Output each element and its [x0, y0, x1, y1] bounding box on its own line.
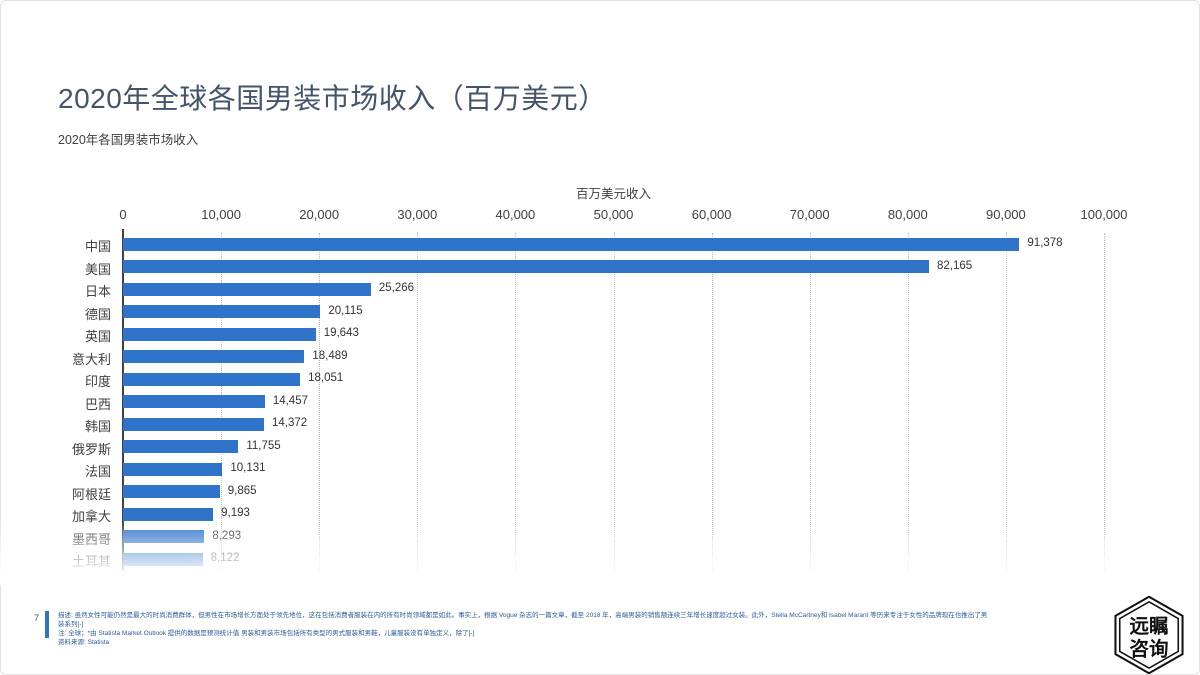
bar-value-label: 11,755 — [246, 439, 281, 452]
category-label: 意大利 — [71, 351, 111, 367]
category-label: 德国 — [84, 306, 111, 322]
bar-value-label: 18,489 — [312, 349, 348, 362]
bar — [123, 395, 265, 408]
bar — [123, 282, 371, 296]
bar-row: 加拿大 9,193 — [72, 503, 1104, 526]
x-axis-title: 百万美元收入 — [575, 187, 651, 201]
company-logo: 远瞩 咨询 — [1114, 596, 1184, 674]
category-label: 韩国 — [84, 419, 111, 434]
bar — [123, 305, 321, 318]
gridline — [515, 233, 517, 571]
bar — [123, 327, 316, 341]
bar-row: 意大利 18,489 — [72, 346, 1104, 369]
bar-value-label: 25,266 — [378, 282, 415, 294]
bar-row: 巴西 14,457 — [85, 391, 1104, 414]
footnote-source: 资料来源: Statista — [58, 638, 110, 646]
bar-value-label: 8,122 — [210, 552, 240, 564]
bar — [123, 530, 205, 543]
x-tick-label: 80,000 — [887, 207, 928, 222]
bar-value-label: 9,193 — [221, 507, 250, 519]
gridline — [417, 233, 419, 571]
bar-row: 墨西哥 8,293 — [72, 526, 1104, 549]
bar — [123, 260, 930, 273]
bar — [123, 552, 203, 566]
category-label: 法国 — [84, 464, 111, 479]
gridline — [711, 233, 713, 571]
logo-hexagon-inner — [1118, 600, 1180, 670]
category-label: 土耳其 — [71, 554, 111, 569]
x-tick-label: 60,000 — [691, 207, 732, 222]
bar — [123, 485, 220, 498]
gridline — [809, 233, 811, 571]
category-label: 阿根廷 — [71, 486, 111, 502]
bar-row: 中国 91,378 — [85, 233, 1104, 256]
x-tick-label: 30,000 — [397, 207, 438, 222]
bar-row: 土耳其 8,122 — [72, 548, 1104, 571]
page-number: 7 — [34, 613, 40, 623]
gridline — [1104, 233, 1105, 571]
bar-value-label: 82,165 — [937, 259, 973, 272]
footnote-description: 描述: 虽然女性可能仍然是最大的时尚消费群体，但男性在市场增长方面处于领先地位，… — [58, 612, 988, 628]
bar-row: 韩国 14,372 — [85, 413, 1104, 436]
bar — [123, 237, 1020, 251]
bar-row: 阿根廷 9,865 — [72, 481, 1104, 504]
gridline — [319, 233, 321, 571]
bar-value-label: 91,378 — [1027, 237, 1063, 249]
bar-value-label: 19,643 — [323, 327, 359, 339]
gridline — [907, 233, 909, 571]
x-tick-label: 90,000 — [986, 207, 1026, 222]
x-tick-label: 40,000 — [495, 207, 536, 222]
bar-row: 法国 10,131 — [85, 458, 1104, 481]
gridline — [1005, 233, 1007, 571]
category-label: 英国 — [84, 329, 111, 344]
category-label: 俄罗斯 — [71, 441, 111, 457]
bar-value-label: 8,293 — [212, 529, 242, 542]
x-tick-label: 0 — [119, 207, 127, 222]
x-tick-label: 20,000 — [299, 207, 340, 222]
footnote-note: 注: 全球；*由 Statista Market Outlook 提供的数据是预… — [58, 629, 475, 637]
bar-value-label: 14,372 — [271, 417, 308, 429]
bar-row: 印度 18,051 — [85, 368, 1104, 391]
chart-subtitle: 2020年各国男装市场收入 — [58, 133, 199, 147]
bar-value-label: 10,131 — [230, 462, 266, 474]
logo-text-top: 远瞩 — [1129, 616, 1168, 638]
category-label: 美国 — [84, 261, 111, 277]
bar-row: 日本 25,266 — [85, 278, 1104, 301]
logo-hexagon-outer — [1114, 596, 1184, 674]
bar — [123, 350, 305, 363]
category-label: 墨西哥 — [71, 531, 111, 547]
category-label: 巴西 — [84, 396, 111, 412]
footnote: 描述: 虽然女性可能仍然是最大的时尚消费群体，但男性在市场增长方面处于领先地位，… — [58, 612, 988, 648]
bar-chart: 百万美元收入 0 10,000 20,000 30,000 40,000 50,000 60… — [0, 187, 1128, 585]
bar — [123, 372, 301, 386]
bar-row: 英国 19,643 — [85, 323, 1104, 346]
x-tick-label: 10,000 — [201, 207, 241, 222]
x-tick-label: 100,000 — [1080, 207, 1128, 222]
bar-row: 德国 20,115 — [85, 301, 1104, 324]
bar — [123, 507, 214, 521]
page-title: 2020年全球各国男装市场收入（百万美元） — [58, 83, 607, 114]
bar-row: 俄罗斯 11,755 — [72, 436, 1104, 459]
bar-row: 美国 82,165 — [85, 256, 1104, 279]
bar — [123, 462, 223, 476]
x-tick-label: 70,000 — [789, 207, 830, 222]
accent-bar — [45, 611, 49, 638]
category-label: 日本 — [84, 284, 111, 299]
logo-text-bottom: 咨询 — [1129, 637, 1168, 660]
bar-value-label: 9,865 — [227, 484, 257, 497]
gridline — [613, 233, 615, 571]
bar-value-label: 18,051 — [308, 372, 344, 384]
bar-rows: 中国 91,378 美国 82,165 日本 25,266 德国 20,115 英国 19,643… — [72, 233, 1104, 571]
bar-value-label: 20,115 — [328, 304, 363, 317]
bar — [123, 440, 239, 453]
bar-value-label: 14,457 — [272, 394, 308, 407]
category-label: 印度 — [84, 374, 111, 389]
category-label: 加拿大 — [71, 509, 111, 524]
bar — [123, 417, 264, 431]
x-tick-label: 50,000 — [593, 207, 634, 222]
category-label: 中国 — [84, 239, 111, 254]
